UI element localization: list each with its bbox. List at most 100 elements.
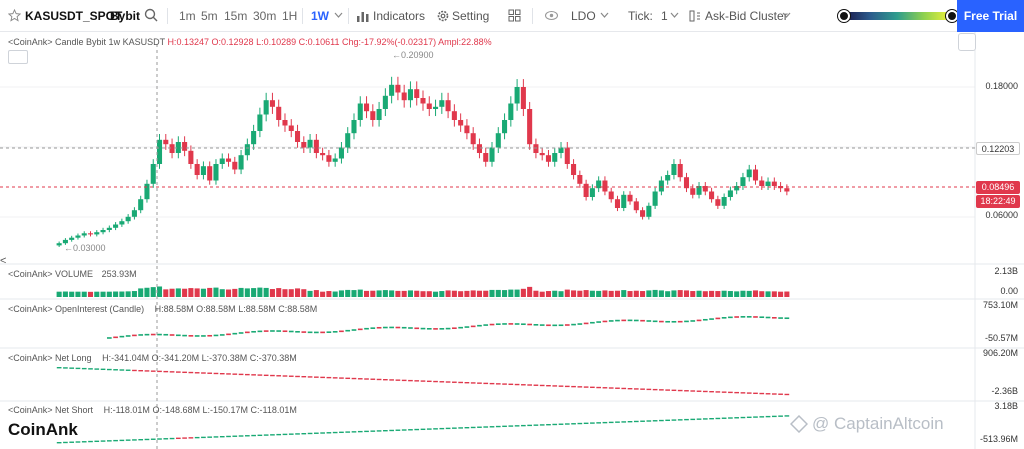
volume-bar — [87, 291, 94, 297]
candle-body — [357, 103, 363, 120]
volume-bar — [194, 288, 200, 297]
net-short-mark — [464, 427, 470, 429]
volume-bar — [150, 287, 156, 297]
timeframe-1m[interactable]: 1m — [179, 9, 196, 23]
symbol-name[interactable]: KASUSDT_SPOT — [25, 9, 123, 23]
netshort-axis-bottom: -513.96M — [979, 434, 1018, 444]
heatmap-range-slider[interactable] — [843, 12, 951, 20]
favorite-star-icon[interactable] — [8, 9, 21, 22]
net-long-mark — [314, 376, 319, 378]
chevron-down-icon[interactable] — [334, 12, 343, 19]
net-long-mark — [364, 378, 369, 380]
candle-body — [87, 233, 94, 235]
gear-icon[interactable] — [436, 9, 450, 23]
candle-body — [571, 164, 577, 175]
net-long-mark — [56, 367, 62, 369]
net-short-mark — [194, 436, 200, 439]
timeframe-30m[interactable]: 30m — [253, 9, 277, 23]
net-long-mark — [263, 374, 269, 377]
free-trial-button[interactable]: Free Trial — [957, 0, 1024, 32]
timeframe-1w[interactable]: 1W — [311, 9, 329, 23]
candle-body — [370, 111, 376, 120]
volume-value: 253.93M — [101, 269, 137, 279]
oi-candle — [232, 332, 238, 335]
timeframe-1h[interactable]: 1H — [282, 9, 298, 23]
watermark-text: @ CaptainAltcoin — [812, 414, 944, 433]
net-short-mark — [477, 426, 482, 428]
search-icon[interactable] — [144, 8, 158, 22]
drawing-tools-icon[interactable] — [8, 50, 28, 64]
net-short-mark — [119, 439, 125, 442]
candle-body — [338, 147, 344, 159]
price-chart[interactable] — [0, 32, 1024, 449]
netshort-pane-title: <CoinAnk> Net Short H:-118.01M O:-148.68… — [8, 405, 297, 415]
volume-bar — [200, 288, 206, 297]
oi-candle — [659, 320, 664, 323]
oi-candle — [119, 335, 125, 338]
net-short-mark — [608, 421, 614, 424]
oi-candle — [332, 331, 338, 333]
fullscreen-icon[interactable] — [958, 33, 976, 51]
net-long-mark — [665, 389, 671, 391]
net-long-mark — [590, 386, 595, 389]
candle-body — [715, 199, 721, 206]
volume-bar — [401, 290, 407, 297]
oi-candle — [508, 323, 514, 325]
net-short-mark — [138, 439, 144, 441]
volume-bar — [163, 289, 169, 297]
oi-candle — [339, 330, 344, 333]
net-long-mark — [420, 380, 426, 382]
net-short-mark — [182, 437, 187, 439]
collapse-arrow-icon[interactable]: < — [0, 255, 7, 267]
net-long-mark — [784, 393, 790, 396]
net-short-mark — [458, 427, 463, 429]
net-short-mark — [188, 437, 194, 439]
net-short-mark — [590, 422, 595, 424]
netshort-high: H:-118.01M — [103, 405, 150, 415]
candle-body — [301, 142, 307, 148]
timeframe-5m[interactable]: 5m — [201, 9, 218, 23]
candle-body — [621, 194, 627, 208]
volume-bar — [276, 288, 282, 297]
net-short-mark — [508, 425, 514, 427]
volume-bar — [188, 288, 194, 297]
candle-body — [113, 224, 119, 228]
chevron-down-icon[interactable] — [600, 12, 609, 19]
oi-candle — [671, 320, 677, 323]
range-handle-left[interactable] — [838, 10, 850, 22]
oi-candle — [771, 317, 777, 319]
net-long-mark — [633, 388, 639, 390]
tick-selector[interactable]: 1 — [661, 9, 668, 23]
net-long-mark — [778, 393, 783, 395]
oi-candle — [301, 331, 307, 333]
setting-button[interactable]: Setting — [452, 9, 490, 23]
oi-candle — [132, 334, 137, 337]
oi-candle — [351, 329, 357, 331]
timeframe-15m[interactable]: 15m — [224, 9, 248, 23]
indicators-button[interactable]: Indicators — [373, 9, 426, 23]
exchange-name[interactable]: Bybit — [110, 9, 140, 23]
oi-candle — [175, 334, 181, 337]
net-long-mark — [370, 378, 376, 380]
volume-bar — [665, 291, 671, 297]
indicators-icon[interactable] — [356, 9, 370, 23]
layout-grid-icon[interactable] — [508, 9, 521, 22]
oi-candle — [307, 331, 313, 334]
volume-bar — [75, 291, 81, 297]
coin-selector[interactable]: LDO — [571, 9, 596, 23]
volume-bar — [175, 288, 181, 297]
volume-bar — [539, 291, 545, 297]
net-short-mark — [627, 421, 633, 423]
cluster-icon[interactable] — [688, 9, 702, 23]
candle-body — [746, 169, 752, 178]
chevron-down-icon[interactable] — [670, 12, 679, 19]
volume-bar — [257, 287, 263, 297]
net-long-mark — [721, 391, 727, 393]
volume-bar — [81, 291, 87, 297]
volume-bar — [571, 290, 577, 297]
oi-candle — [690, 320, 696, 322]
chevron-down-icon[interactable] — [782, 12, 791, 19]
cluster-selector[interactable]: Ask-Bid Cluster — [705, 9, 788, 23]
eye-icon[interactable] — [544, 9, 559, 22]
candle-body — [677, 164, 683, 178]
